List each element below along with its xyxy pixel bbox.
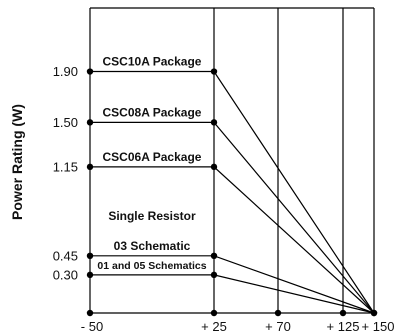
series-label-0: CSC10A Package: [103, 55, 202, 69]
y-tick-label-2: 1.15: [53, 159, 78, 174]
series-label-1: CSC08A Package: [103, 105, 202, 119]
series-knee-dot-3: [210, 252, 218, 260]
series-knee-dot-4: [210, 271, 218, 279]
series-lines: [90, 68, 378, 317]
series-knee-dot-1: [210, 119, 218, 126]
series-label-3: 03 Schematic: [114, 239, 191, 253]
x-tick-label-2: + 70: [265, 319, 291, 334]
series-label-4: 01 and 05 Schematics: [97, 260, 206, 272]
x-tick-label-4: + 150: [362, 319, 395, 334]
y-tick-label-1: 1.50: [53, 115, 78, 130]
x-tick-dot-0: [86, 309, 94, 317]
y-tick-label-4: 0.30: [53, 267, 78, 282]
series-knee-dot-2: [210, 163, 218, 171]
x-tick-label-1: + 25: [201, 319, 227, 334]
annotation-single-resistor: Single Resistor: [108, 209, 196, 223]
y-axis-title: Power Rating (W): [9, 104, 25, 220]
series-label-2: CSC06A Package: [103, 150, 202, 164]
x-tick-label-3: + 125: [327, 319, 360, 334]
x-tick-label-0: - 50: [81, 319, 103, 334]
x-tick-dot-1: [210, 309, 218, 317]
y-tick-label-0: 1.90: [53, 64, 78, 79]
labels: - 50 + 25 + 70 + 125 + 150 1.90 1.50 1.15 0.45 0.…: [53, 55, 395, 334]
x-tick-dot-2: [274, 309, 282, 317]
x-tick-dot-3: [339, 309, 347, 317]
y-tick-label-3: 0.45: [53, 248, 78, 263]
convergence-dot: [370, 309, 378, 317]
series-line-4: [90, 274, 375, 314]
series-knee-dot-0: [210, 68, 218, 75]
grid-lines: [89, 8, 375, 313]
